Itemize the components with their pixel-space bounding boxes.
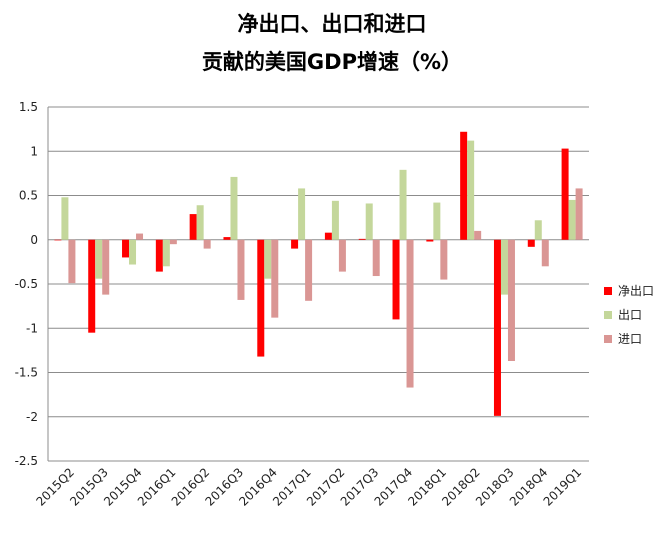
bar-出口-2016Q1 — [162, 239, 170, 267]
bar-进口-2015Q3 — [102, 239, 110, 295]
bar-出口-2015Q3 — [95, 239, 103, 279]
y-tick-label: 0.5 — [19, 189, 38, 203]
bar-出口-2017Q1 — [298, 188, 306, 240]
bar-净出口-2018Q2 — [460, 131, 468, 240]
bar-净出口-2017Q3 — [358, 238, 366, 240]
bars — [54, 131, 583, 416]
bar-进口-2017Q2 — [338, 239, 346, 272]
y-tick-label: 0 — [30, 233, 38, 247]
bar-净出口-2016Q2 — [189, 214, 197, 240]
bar-净出口-2017Q2 — [324, 232, 332, 240]
bar-出口-2016Q3 — [230, 176, 238, 240]
bar-净出口-2017Q1 — [291, 239, 299, 249]
bar-出口-2018Q3 — [500, 239, 508, 295]
bar-进口-2016Q4 — [271, 239, 279, 318]
bar-进口-2015Q2 — [68, 239, 76, 284]
y-tick-label: -1.5 — [15, 366, 38, 380]
legend-swatch — [604, 335, 612, 343]
bar-净出口-2018Q4 — [527, 239, 535, 247]
bar-净出口-2015Q4 — [122, 239, 130, 258]
bar-进口-2017Q1 — [305, 239, 313, 301]
bar-净出口-2018Q3 — [493, 239, 501, 416]
legend-label: 出口 — [618, 308, 642, 322]
bar-进口-2016Q1 — [169, 239, 177, 245]
bar-出口-2016Q2 — [196, 205, 204, 240]
bar-净出口-2017Q4 — [392, 239, 400, 320]
bar-出口-2017Q4 — [399, 169, 407, 240]
y-tick-label: -1 — [26, 321, 38, 335]
bar-净出口-2016Q3 — [223, 237, 231, 240]
bar-出口-2016Q4 — [264, 239, 272, 279]
bar-净出口-2015Q2 — [54, 239, 62, 241]
y-tick-label: -0.5 — [15, 277, 38, 291]
bar-进口-2017Q4 — [406, 239, 414, 388]
x-tick-label: 2019Q1 — [541, 465, 585, 509]
chart-title: 净出口、出口和进口 — [237, 12, 427, 36]
bar-出口-2015Q4 — [129, 239, 137, 265]
x-axis: 2015Q22015Q32015Q42016Q12016Q22016Q32016… — [33, 465, 584, 509]
bar-出口-2017Q2 — [331, 200, 339, 240]
bar-进口-2019Q1 — [575, 188, 583, 240]
bar-出口-2019Q1 — [568, 199, 576, 240]
y-tick-label: 1.5 — [19, 100, 38, 114]
bar-净出口-2015Q3 — [88, 239, 96, 333]
bar-净出口-2016Q4 — [257, 239, 265, 357]
legend-swatch — [604, 311, 612, 319]
bar-进口-2016Q3 — [237, 239, 245, 300]
legend-label: 进口 — [618, 332, 642, 346]
bar-出口-2018Q2 — [467, 140, 475, 240]
bar-进口-2016Q2 — [203, 239, 211, 249]
legend-swatch — [604, 287, 612, 295]
bar-进口-2015Q4 — [136, 233, 144, 240]
legend-label: 净出口 — [618, 284, 654, 298]
bar-进口-2017Q3 — [372, 239, 380, 277]
y-tick-label: 1 — [30, 144, 38, 158]
bar-进口-2018Q2 — [474, 230, 482, 240]
y-tick-label: -2.5 — [15, 454, 38, 468]
bar-净出口-2016Q1 — [155, 239, 163, 272]
bar-出口-2015Q2 — [61, 197, 69, 240]
bar-进口-2018Q4 — [541, 239, 549, 267]
bar-出口-2018Q1 — [433, 202, 441, 240]
bar-净出口-2018Q1 — [426, 239, 434, 242]
bar-出口-2017Q3 — [365, 203, 373, 240]
bar-出口-2018Q4 — [534, 220, 542, 240]
bar-进口-2018Q1 — [440, 239, 448, 280]
bar-净出口-2019Q1 — [561, 148, 569, 240]
y-axis: 1.5 1 0.5 0 -0.5 -1 -1.5 -2 -2.5 — [15, 100, 49, 468]
bar-进口-2018Q3 — [507, 239, 515, 361]
chart-subtitle: 贡献的美国GDP增速（%） — [201, 50, 463, 74]
y-tick-label: -2 — [26, 410, 38, 424]
